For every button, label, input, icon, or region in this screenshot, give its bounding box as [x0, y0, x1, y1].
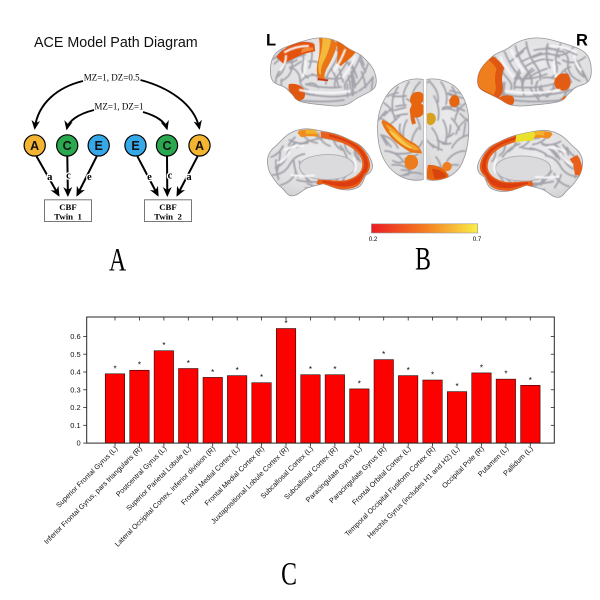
svg-text:C: C — [281, 557, 297, 592]
svg-text:ACE Model Path Diagram: ACE Model Path Diagram — [34, 35, 198, 51]
svg-text:a: a — [47, 172, 53, 183]
svg-text:*: * — [455, 382, 458, 391]
svg-text:Twin 1: Twin 1 — [54, 212, 82, 222]
svg-text:E: E — [131, 139, 139, 153]
svg-text:0.2: 0.2 — [70, 403, 80, 412]
svg-text:C: C — [162, 139, 171, 153]
svg-text:0.3: 0.3 — [70, 385, 80, 394]
svg-text:A: A — [195, 139, 204, 153]
svg-text:*: * — [504, 370, 507, 379]
svg-text:C: C — [63, 139, 72, 153]
svg-text:*: * — [260, 373, 263, 382]
svg-text:E: E — [95, 139, 103, 153]
svg-text:*: * — [236, 366, 239, 375]
svg-text:*: * — [187, 359, 190, 368]
svg-text:0.4: 0.4 — [70, 368, 80, 377]
svg-text:Twin 2: Twin 2 — [154, 212, 182, 222]
svg-text:0.1: 0.1 — [70, 421, 80, 430]
svg-text:c: c — [168, 171, 173, 182]
svg-text:*: * — [382, 350, 385, 359]
svg-text:0: 0 — [77, 439, 81, 448]
svg-text:*: * — [529, 376, 532, 385]
svg-text:0.6: 0.6 — [70, 332, 80, 341]
svg-text:R: R — [576, 32, 588, 50]
svg-text:*: * — [407, 366, 410, 375]
svg-text:CBF: CBF — [59, 202, 77, 212]
svg-text:*: * — [309, 365, 312, 374]
svg-text:*: * — [431, 371, 434, 380]
svg-text:0.2: 0.2 — [369, 236, 378, 243]
svg-text:*: * — [113, 364, 116, 373]
svg-text:*: * — [480, 363, 483, 372]
svg-text:*: * — [138, 361, 141, 370]
svg-text:a: a — [186, 172, 192, 183]
svg-text:*: * — [211, 368, 214, 377]
svg-text:0.5: 0.5 — [70, 350, 80, 359]
svg-text:*: * — [333, 365, 336, 374]
svg-text:0.7: 0.7 — [473, 236, 482, 243]
svg-text:*: * — [284, 319, 287, 328]
svg-text:CBF: CBF — [159, 202, 177, 212]
svg-text:*: * — [162, 341, 165, 350]
svg-text:c: c — [66, 171, 71, 182]
svg-text:L: L — [266, 32, 276, 50]
svg-text:MZ=1, DZ=0.5: MZ=1, DZ=0.5 — [84, 73, 140, 83]
svg-text:MZ=1, DZ=1: MZ=1, DZ=1 — [94, 101, 143, 111]
svg-text:A: A — [30, 139, 39, 153]
svg-text:e: e — [147, 172, 152, 183]
svg-text:B: B — [415, 242, 431, 277]
svg-text:e: e — [87, 172, 92, 183]
svg-text:*: * — [358, 379, 361, 388]
svg-text:A: A — [109, 243, 127, 278]
